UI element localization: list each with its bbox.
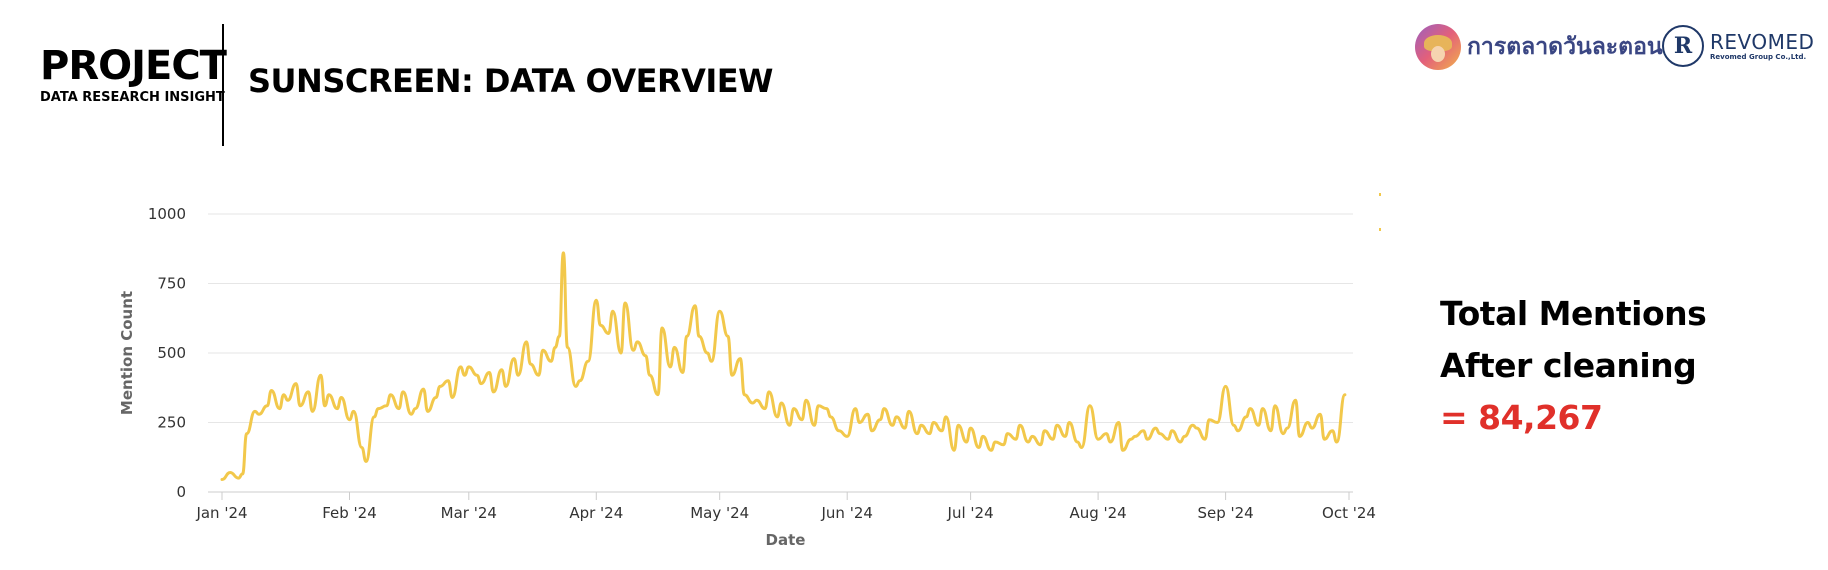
project-subtitle: DATA RESEARCH INSIGHT (40, 90, 225, 105)
y-tick-label: 750 (157, 275, 186, 293)
x-tick-label: May '24 (690, 504, 749, 522)
brand2-name: REVOMED (1710, 30, 1815, 54)
summary-value: = 84,267 (1440, 398, 1603, 437)
header-divider (222, 24, 224, 146)
x-tick-label: Sep '24 (1197, 504, 1253, 522)
total-mentions-summary: Total Mentions After cleaning = 84,267 (1440, 288, 1707, 444)
x-tick-label: Feb '24 (322, 504, 377, 522)
edge-mark (1379, 228, 1381, 231)
y-tick-label: 500 (157, 344, 186, 362)
project-title: PROJECT (40, 43, 227, 89)
page-title: SUNSCREEN: DATA OVERVIEW (248, 62, 773, 100)
y-tick-labels: 0 250 500 750 1000 (148, 205, 186, 501)
grid-lines (208, 213, 1353, 493)
summary-line-1: Total Mentions (1440, 294, 1707, 333)
edge-mark (1379, 193, 1381, 196)
brand-logo-revomed: R REVOMED Revomed Group Co.,Ltd. (1662, 25, 1814, 67)
project-header: PROJECT DATA RESEARCH INSIGHT (40, 43, 227, 105)
x-tick-label: Aug '24 (1069, 504, 1126, 522)
y-tick-label: 250 (157, 414, 186, 432)
x-tick-label: Jul '24 (947, 504, 994, 522)
x-tick-label: Oct '24 (1322, 504, 1376, 522)
y-tick-label: 1000 (148, 205, 186, 223)
summary-line-2: After cleaning (1440, 346, 1697, 385)
brand-avatar-icon (1415, 24, 1461, 70)
x-tick-label: Apr '24 (569, 504, 623, 522)
revomed-logo-icon: R (1662, 25, 1704, 67)
x-tick-label: Jan '24 (195, 504, 247, 522)
brand1-name: การตลาดวันละตอน (1467, 34, 1663, 60)
x-tick-label: Jun '24 (820, 504, 872, 522)
x-tick-labels: Jan '24 Feb '24 Mar '24 Apr '24 May '24 Jun '… (195, 492, 1376, 522)
y-tick-label: 0 (176, 483, 186, 501)
x-axis-title: Date (766, 531, 806, 549)
brand2-sub: Revomed Group Co.,Ltd. (1710, 53, 1807, 61)
x-tick-label: Mar '24 (441, 504, 497, 522)
series-line (220, 251, 1347, 481)
brand-logo-marketing: การตลาดวันละตอน (1415, 24, 1663, 70)
y-axis-title: Mention Count (118, 291, 136, 415)
